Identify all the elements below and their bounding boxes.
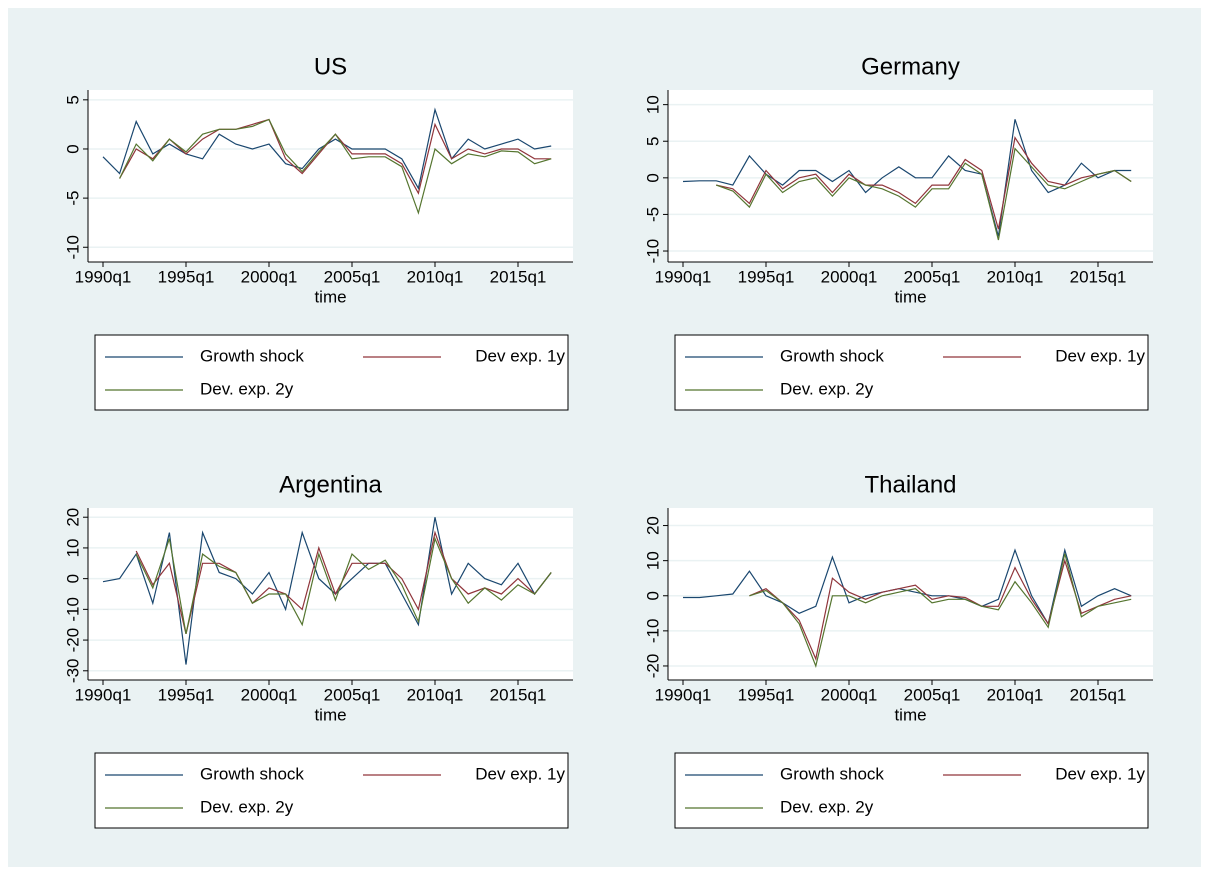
legend-label: Dev. exp. 2y	[200, 379, 294, 398]
x-tick-label: 1995q1	[158, 267, 215, 286]
legend-label: Dev. exp. 2y	[780, 797, 874, 816]
legend-label: Dev exp. 1y	[1055, 764, 1145, 783]
x-tick-label: 2000q1	[821, 685, 878, 704]
x-axis-label: time	[894, 287, 926, 306]
y-tick-label: 5	[63, 95, 82, 104]
series-line	[119, 118, 552, 215]
plot-area	[88, 90, 573, 262]
x-tick-label: 2010q1	[407, 685, 464, 704]
legend	[94, 752, 569, 829]
x-tick-label: 2005q1	[324, 267, 381, 286]
y-tick-label: -20	[643, 654, 662, 679]
series-line	[682, 119, 1132, 237]
series-line	[715, 147, 1132, 241]
y-tick-label: -10	[63, 597, 82, 622]
x-axis-label: time	[894, 705, 926, 724]
x-tick-label: 2015q1	[490, 685, 547, 704]
y-tick-label: -10	[643, 619, 662, 644]
x-tick-label: 2010q1	[987, 267, 1044, 286]
x-tick-label: 2000q1	[241, 685, 298, 704]
legend	[674, 752, 1149, 829]
x-tick-label: 2015q1	[490, 267, 547, 286]
legend-label: Growth shock	[200, 346, 304, 365]
x-axis-label: time	[314, 287, 346, 306]
x-tick-label: 1990q1	[655, 685, 712, 704]
y-tick-label: -5	[63, 191, 82, 206]
y-tick-label: 0	[63, 574, 82, 583]
legend-label: Dev. exp. 2y	[200, 797, 294, 816]
legend	[94, 334, 569, 411]
x-tick-label: 2005q1	[324, 685, 381, 704]
x-tick-label: 2000q1	[821, 267, 878, 286]
legend-label: Growth shock	[200, 764, 304, 783]
series-line	[749, 553, 1132, 669]
y-tick-label: 0	[643, 173, 662, 182]
y-tick-label: 10	[643, 95, 662, 114]
x-tick-label: 1995q1	[738, 267, 795, 286]
legend-label: Growth shock	[780, 764, 884, 783]
x-tick-label: 2005q1	[904, 685, 961, 704]
y-tick-label: -10	[63, 235, 82, 260]
x-tick-label: 1990q1	[655, 267, 712, 286]
legend	[674, 334, 1149, 411]
chart-title: Thailand	[864, 471, 956, 498]
y-tick-label: -30	[63, 658, 82, 683]
x-tick-label: 2015q1	[1070, 685, 1127, 704]
y-tick-label: -10	[643, 239, 662, 264]
legend-label: Growth shock	[780, 346, 884, 365]
y-tick-label: 0	[643, 591, 662, 600]
legend-label: Dev. exp. 2y	[780, 379, 874, 398]
chart-title: Germany	[861, 53, 960, 80]
chart-title: US	[314, 53, 347, 80]
y-tick-label: 20	[63, 508, 82, 527]
x-tick-label: 2000q1	[241, 267, 298, 286]
x-tick-label: 2015q1	[1070, 267, 1127, 286]
legend-label: Dev exp. 1y	[1055, 346, 1145, 365]
x-tick-label: 1995q1	[158, 685, 215, 704]
series-line	[749, 558, 1132, 661]
x-tick-label: 2010q1	[407, 267, 464, 286]
y-tick-label: 10	[63, 538, 82, 557]
y-tick-label: 20	[643, 516, 662, 535]
legend-label: Dev exp. 1y	[475, 764, 565, 783]
y-tick-label: 10	[643, 551, 662, 570]
x-axis-label: time	[314, 705, 346, 724]
plot-area	[668, 90, 1153, 262]
x-tick-label: 1995q1	[738, 685, 795, 704]
series-line	[135, 536, 552, 635]
y-tick-label: -20	[63, 628, 82, 653]
x-tick-label: 2005q1	[904, 267, 961, 286]
y-tick-label: 5	[643, 136, 662, 145]
y-tick-label: 0	[63, 144, 82, 153]
plot-area	[668, 508, 1153, 680]
x-tick-label: 2010q1	[987, 685, 1044, 704]
y-tick-label: -5	[643, 207, 662, 222]
x-tick-label: 1990q1	[75, 685, 132, 704]
series-line	[716, 136, 1132, 230]
legend-label: Dev exp. 1y	[475, 346, 565, 365]
x-tick-label: 1990q1	[75, 267, 132, 286]
chart-title: Argentina	[279, 471, 382, 498]
